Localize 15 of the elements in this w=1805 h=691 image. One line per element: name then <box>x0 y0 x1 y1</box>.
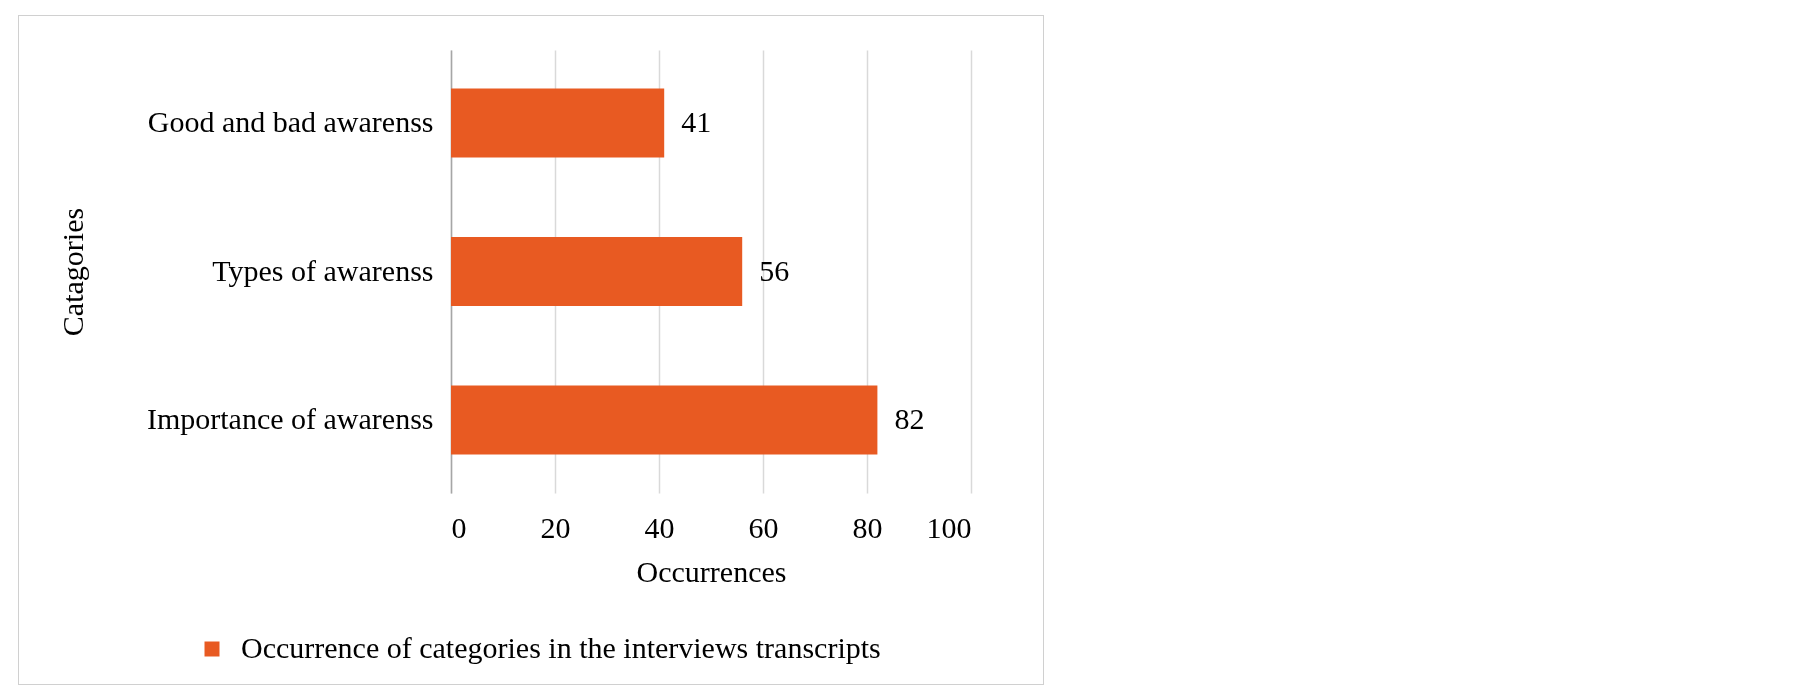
y-axis-title: Catagories <box>55 207 89 337</box>
data-label: 82 <box>894 401 925 435</box>
y-tick-label: Good and bad awarenss <box>147 105 434 139</box>
x-tick-label: 0 <box>451 510 467 544</box>
data-label: 41 <box>681 105 712 139</box>
data-label: 56 <box>759 253 790 287</box>
x-tick-label: 60 <box>748 510 779 544</box>
x-tick-label: 100 <box>926 510 972 544</box>
y-tick-label: Importance of awarenss <box>146 401 434 435</box>
x-tick-label: 20 <box>540 510 571 544</box>
legend-label: Occurrence of categories in the interviews transcripts <box>241 631 881 664</box>
y-tick-label: Types of awarenss <box>212 253 434 287</box>
x-axis-title: Occurrences <box>636 554 787 588</box>
x-tick-label: 80 <box>852 510 883 544</box>
x-tick-label: 40 <box>644 510 675 544</box>
